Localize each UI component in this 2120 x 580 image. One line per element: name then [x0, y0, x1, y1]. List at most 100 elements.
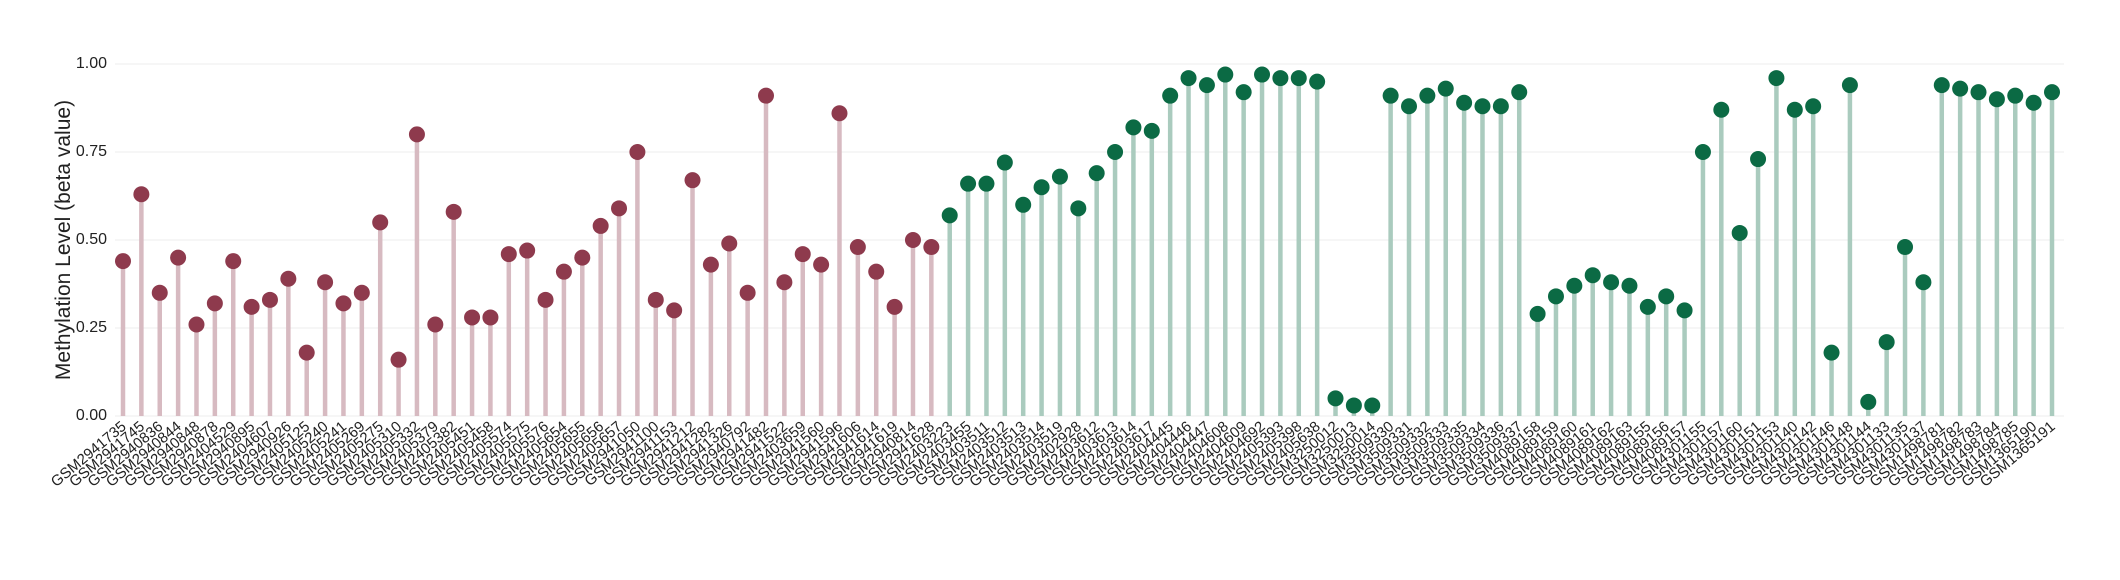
dot: [1107, 144, 1124, 160]
dot: [537, 291, 554, 308]
dot: [225, 253, 242, 270]
dot: [1713, 101, 1730, 118]
dot: [1345, 397, 1362, 414]
dot: [666, 302, 683, 319]
dot: [335, 295, 352, 312]
dot: [1125, 119, 1142, 136]
dot: [1566, 277, 1583, 294]
dot: [1529, 305, 1546, 322]
dot: [1492, 98, 1509, 115]
dot: [1456, 94, 1473, 111]
dot: [1217, 66, 1234, 83]
dot: [978, 175, 995, 192]
dot: [1474, 98, 1491, 115]
dot: [611, 200, 628, 217]
stems: [120, 74, 2055, 416]
dot: [1933, 77, 1950, 94]
dot: [243, 298, 260, 315]
dot: [206, 295, 223, 312]
dot: [427, 316, 444, 333]
dot: [1952, 80, 1969, 97]
labels: 0.000.250.500.751.00GSM2941735GSM2941745…: [48, 55, 2059, 490]
dot: [115, 253, 131, 270]
dot: [445, 203, 462, 220]
dot: [592, 217, 609, 234]
dot: [1639, 298, 1656, 315]
dot: [1015, 196, 1032, 213]
dot: [1437, 80, 1454, 97]
dot: [813, 256, 830, 273]
dot: [2007, 87, 2024, 104]
y-tick-label: 0.25: [76, 319, 107, 336]
dot: [904, 232, 921, 248]
dot: [758, 87, 774, 104]
dot: [1823, 344, 1840, 361]
dot: [1290, 70, 1307, 87]
dot: [739, 284, 756, 301]
dot: [1860, 393, 1877, 410]
dot: [1897, 239, 1914, 256]
dots: [115, 66, 2060, 414]
dot: [647, 291, 664, 308]
dot: [684, 172, 701, 189]
grid: [115, 63, 2064, 417]
dot: [482, 309, 499, 326]
dot: [1805, 98, 1822, 115]
dot: [170, 249, 187, 266]
dot: [555, 263, 572, 280]
dot: [941, 207, 958, 224]
dot: [721, 235, 738, 252]
dot: [1198, 77, 1215, 94]
dot: [1051, 168, 1068, 185]
dot: [317, 274, 334, 291]
dot: [1309, 73, 1326, 90]
dot: [574, 249, 591, 266]
dot: [1272, 70, 1289, 87]
dot: [1033, 179, 1050, 196]
dot: [886, 298, 903, 315]
dot: [1254, 66, 1271, 83]
dot: [1162, 87, 1179, 104]
dot: [1584, 267, 1601, 284]
dot: [1180, 70, 1197, 87]
dot: [1070, 200, 1087, 217]
dot: [702, 256, 719, 273]
dot: [1364, 397, 1381, 414]
dot: [776, 274, 793, 291]
dot: [1143, 122, 1160, 139]
dot: [868, 263, 885, 280]
y-tick-label: 0.75: [76, 143, 107, 160]
y-tick-label: 0.50: [76, 231, 107, 248]
dot: [1511, 84, 1528, 101]
dot: [133, 186, 150, 203]
dot: [923, 239, 940, 256]
dot: [188, 316, 205, 333]
dot: [1658, 288, 1675, 305]
dot: [1327, 390, 1344, 407]
dot: [298, 344, 315, 361]
dot: [151, 284, 168, 301]
dot: [831, 105, 848, 122]
dot: [996, 154, 1013, 171]
dot: [1841, 77, 1858, 94]
dot: [1878, 334, 1895, 351]
y-tick-label: 0.00: [76, 407, 107, 424]
dot: [372, 214, 389, 231]
dot: [464, 309, 481, 326]
dot: [1970, 84, 1987, 101]
dot: [280, 270, 297, 287]
dot: [408, 126, 425, 143]
dot: [1768, 70, 1785, 87]
dot: [353, 284, 370, 301]
dot: [2044, 84, 2060, 101]
dot: [849, 239, 866, 256]
dot: [1676, 302, 1693, 319]
dot: [500, 246, 517, 263]
dot: [960, 175, 977, 192]
dot: [1088, 165, 1105, 182]
dot: [629, 144, 646, 160]
dot: [1731, 224, 1748, 241]
dot: [1621, 277, 1638, 294]
dot: [1235, 84, 1252, 101]
